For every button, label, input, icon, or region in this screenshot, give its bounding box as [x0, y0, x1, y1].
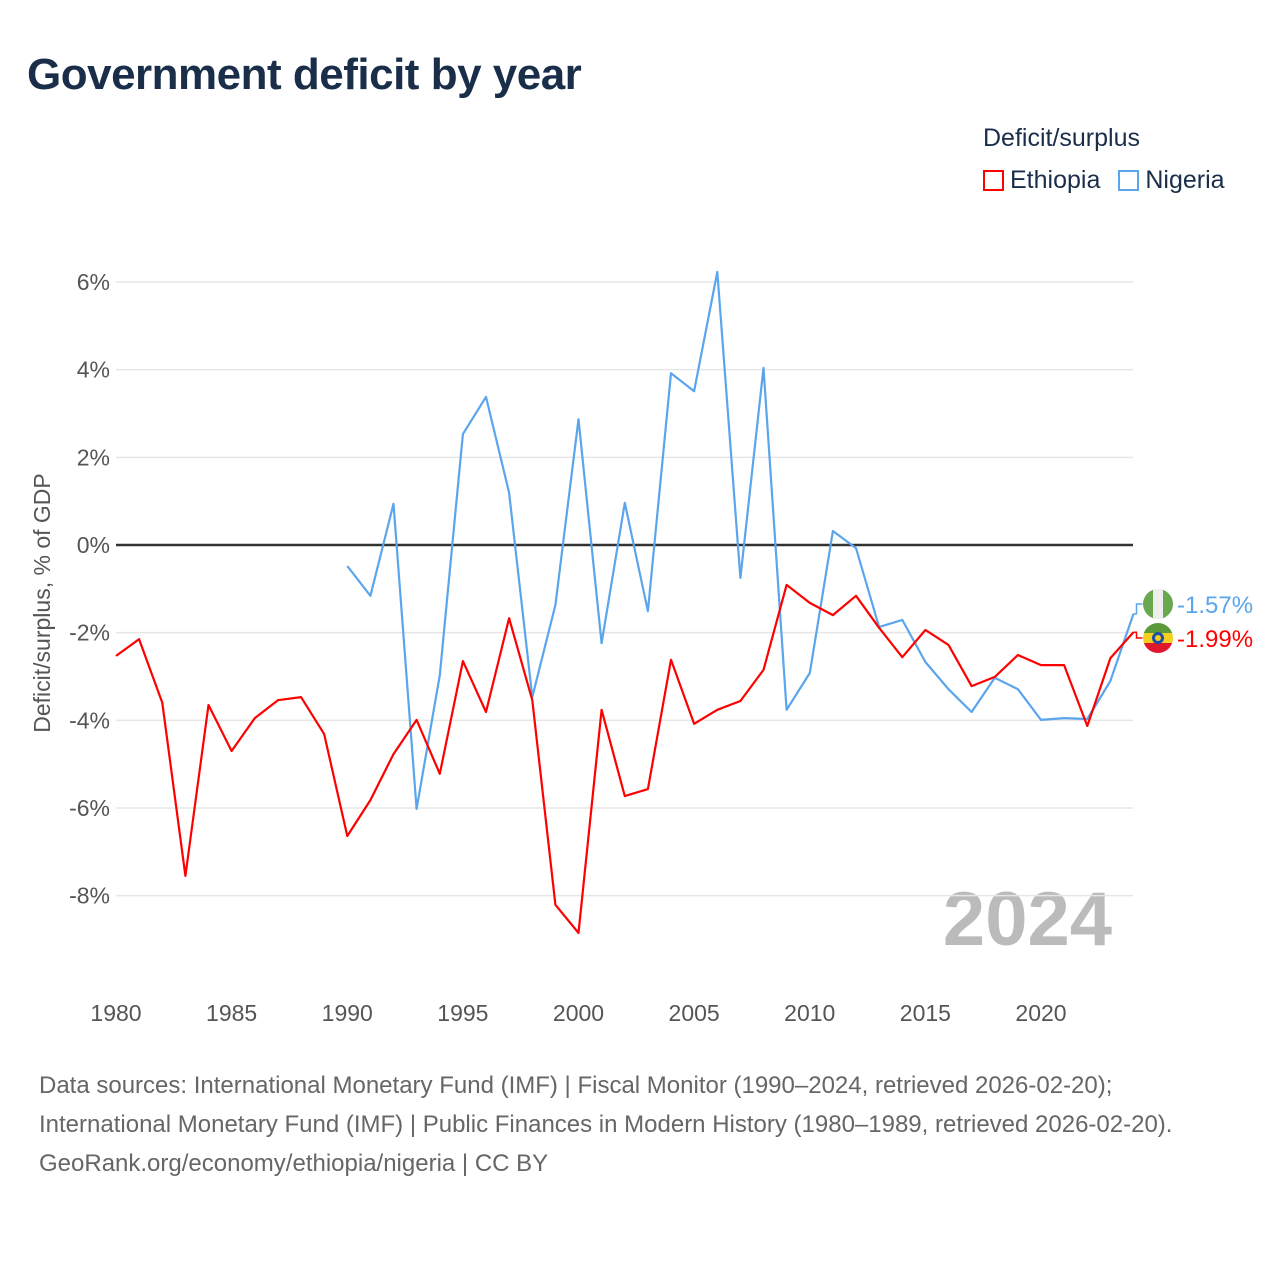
x-tick-label: 2015 [900, 1000, 951, 1026]
x-tick-label: 1990 [322, 1000, 373, 1026]
y-tick-label: 4% [77, 357, 110, 383]
x-tick-label: 1995 [437, 1000, 488, 1026]
x-tick-label: 2005 [669, 1000, 720, 1026]
credit-link[interactable]: GeoRank.org/economy/ethiopia/nigeria | C… [39, 1150, 549, 1177]
x-tick-label: 1980 [90, 1000, 141, 1026]
end-label-ethiopia: -1.99% [1177, 626, 1253, 653]
flag-white [1153, 589, 1163, 619]
legend-swatch-nigeria [1118, 170, 1140, 191]
y-tick-label: -4% [69, 707, 110, 733]
y-tick-label: 0% [77, 532, 110, 558]
series-line-ethiopia [115, 583, 1135, 935]
year-watermark: 2024 [943, 877, 1112, 962]
nigeria-flag-icon [1143, 589, 1173, 619]
x-tick-label: 2010 [784, 1000, 835, 1026]
x-tick-label: 2020 [1015, 1000, 1066, 1026]
legend-swatch-ethiopia [983, 170, 1004, 191]
flag-star [1155, 635, 1161, 641]
data-sources: Data sources: International Monetary Fun… [39, 1072, 1173, 1138]
flag-body [1143, 623, 1173, 653]
y-tick-label: -2% [69, 620, 110, 646]
x-tick-label: 1985 [206, 1000, 257, 1026]
flag-green [1143, 623, 1173, 633]
chart-title: Government deficit by year [27, 50, 582, 99]
flag-red [1143, 643, 1173, 653]
legend: Ethiopia Nigeria [983, 166, 1225, 195]
legend-label-nigeria: Nigeria [1145, 166, 1225, 194]
legend-label-ethiopia: Ethiopia [1010, 166, 1101, 194]
legend-item-ethiopia[interactable]: Ethiopia [983, 166, 1100, 195]
end-connector [1133, 631, 1143, 639]
end-connector [1133, 603, 1143, 615]
legend-title: Deficit/surplus [983, 124, 1140, 152]
end-label-nigeria: -1.57% [1177, 592, 1253, 619]
y-tick-label: -8% [69, 883, 110, 909]
series-line-nigeria [346, 270, 1135, 811]
y-axis-label: Deficit/surplus, % of GDP [29, 473, 55, 732]
footer: Data sources: International Monetary Fun… [39, 1066, 1239, 1183]
y-tick-label: 2% [77, 444, 110, 470]
y-tick-label: 6% [77, 269, 110, 295]
y-tick-label: -6% [69, 795, 110, 821]
ethiopia-flag-icon [1143, 623, 1173, 653]
x-tick-label: 2000 [553, 1000, 604, 1026]
legend-item-nigeria[interactable]: Nigeria [1118, 166, 1225, 195]
